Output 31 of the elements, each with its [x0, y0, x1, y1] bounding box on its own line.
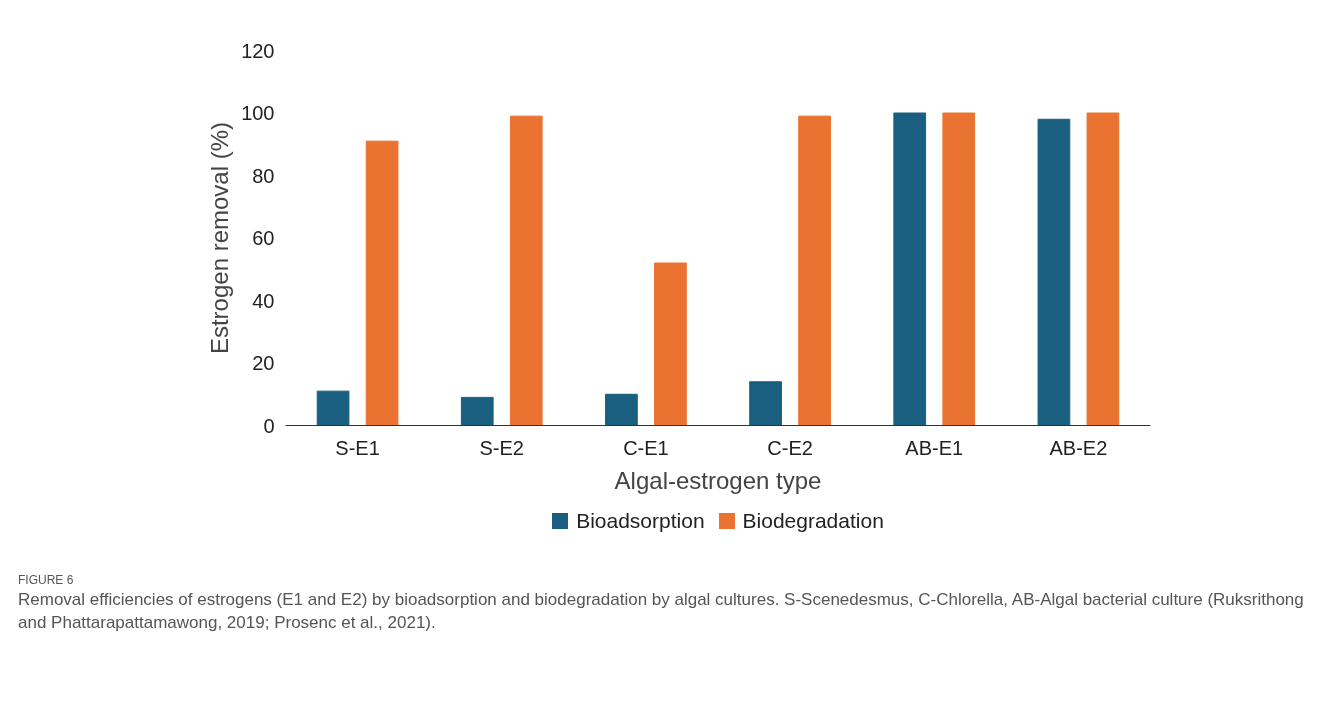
x-tick-label: S-E1	[335, 436, 380, 459]
y-tick-label: 20	[252, 352, 275, 374]
y-tick-label: 0	[263, 414, 275, 437]
caption: FIGURE 6	[18, 572, 74, 589]
bar	[654, 262, 687, 426]
bar	[798, 115, 831, 426]
x-tick-label: C-E2	[767, 436, 813, 459]
y-tick-label: 120	[241, 39, 275, 62]
bar	[509, 115, 543, 426]
x-tick-label: S-E2	[479, 436, 524, 459]
bar	[893, 112, 927, 426]
bar	[749, 381, 782, 426]
y-tick-label: 100	[241, 102, 275, 124]
y-tick-label: 60	[252, 227, 275, 249]
bar	[605, 393, 638, 426]
bar	[316, 390, 350, 426]
text: Removal efficiencies of estrogens (E1 and E2) by bioadsorption and biodegradation by algal cultures. S-Scenedesmus, C-Chlorella, AB-Algal bacterial culture (Ruksrithong and Phattarapattamawong, 2019; Prosenc et al., 2021).	[18, 589, 1305, 635]
x-axis-title: Algal-estrogen type	[614, 466, 822, 494]
x-tick-label: AB-E1	[905, 436, 964, 459]
x-tick-label: AB-E2	[1049, 436, 1108, 459]
bar	[1086, 112, 1120, 426]
x-tick-label: C-E1	[623, 436, 669, 459]
bar	[1037, 118, 1071, 426]
bar	[942, 112, 976, 426]
bar	[365, 140, 399, 426]
y-axis-title: Estrogen removal (%)	[206, 121, 234, 355]
bar	[460, 396, 494, 426]
y-tick-label: 80	[252, 164, 275, 187]
legend-label: Bioadsorption	[576, 509, 705, 532]
y-tick-label: 40	[252, 289, 275, 312]
legend-label: Biodegradation	[742, 509, 884, 532]
